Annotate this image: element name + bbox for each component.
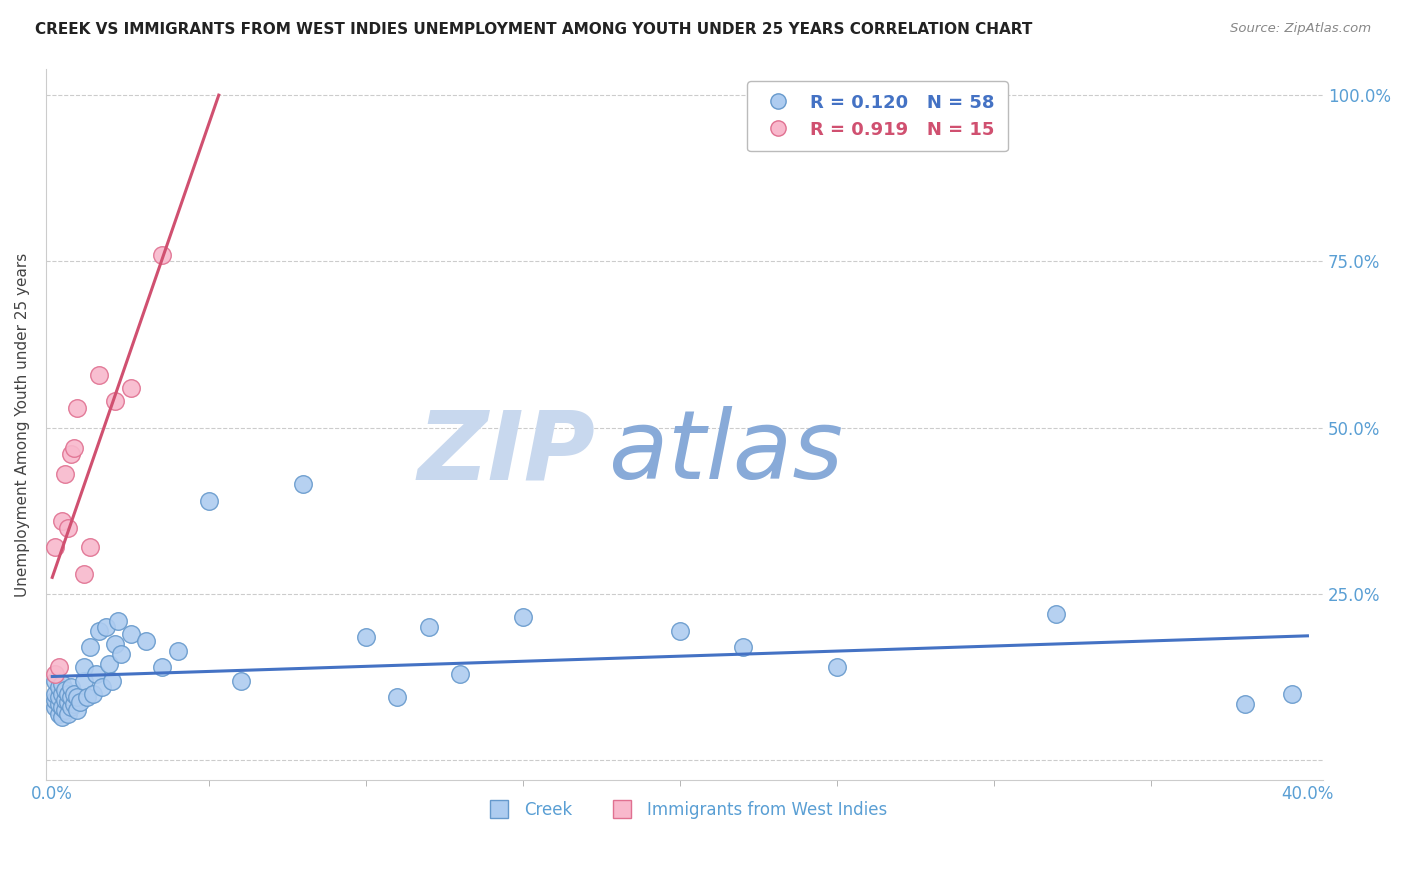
Y-axis label: Unemployment Among Youth under 25 years: Unemployment Among Youth under 25 years: [15, 252, 30, 597]
Point: [60, 680, 83, 694]
Point: [354, 630, 377, 644]
Point: [53, 683, 76, 698]
Point: [53, 467, 76, 482]
Point: [44, 541, 66, 555]
Point: [79, 640, 101, 655]
Point: [120, 627, 142, 641]
Point: [229, 673, 252, 688]
Text: atlas: atlas: [607, 407, 844, 500]
Point: [66, 690, 89, 705]
Point: [512, 610, 534, 624]
Text: CREEK VS IMMIGRANTS FROM WEST INDIES UNEMPLOYMENT AMONG YOUTH UNDER 25 YEARS COR: CREEK VS IMMIGRANTS FROM WEST INDIES UNE…: [35, 22, 1032, 37]
Point: [66, 703, 89, 717]
Point: [63, 697, 86, 711]
Point: [53, 693, 76, 707]
Point: [79, 541, 101, 555]
Point: [94, 620, 117, 634]
Point: [60, 447, 83, 461]
Point: [53, 703, 76, 717]
Point: [104, 637, 127, 651]
Point: [60, 700, 83, 714]
Text: Source: ZipAtlas.com: Source: ZipAtlas.com: [1230, 22, 1371, 36]
Point: [44, 673, 66, 688]
Point: [63, 687, 86, 701]
Point: [72, 660, 94, 674]
Point: [1281, 687, 1303, 701]
Point: [48, 697, 70, 711]
Point: [1233, 697, 1256, 711]
Point: [48, 680, 70, 694]
Point: [82, 687, 104, 701]
Point: [110, 647, 132, 661]
Point: [56, 687, 79, 701]
Point: [56, 695, 79, 709]
Point: [51, 677, 73, 691]
Legend: Creek, Immigrants from West Indies: Creek, Immigrants from West Indies: [475, 794, 894, 825]
Point: [89, 624, 111, 638]
Point: [120, 381, 142, 395]
Point: [44, 693, 66, 707]
Point: [135, 633, 157, 648]
Point: [69, 695, 91, 709]
Point: [51, 687, 73, 701]
Point: [449, 666, 471, 681]
Point: [44, 687, 66, 701]
Point: [51, 710, 73, 724]
Point: [84, 666, 107, 681]
Point: [48, 660, 70, 674]
Point: [669, 624, 692, 638]
Point: [56, 706, 79, 721]
Point: [104, 394, 127, 409]
Point: [51, 700, 73, 714]
Point: [731, 640, 754, 655]
Point: [66, 401, 89, 415]
Point: [48, 706, 70, 721]
Point: [166, 643, 188, 657]
Point: [51, 514, 73, 528]
Point: [89, 368, 111, 382]
Point: [198, 494, 221, 508]
Point: [150, 248, 173, 262]
Point: [63, 441, 86, 455]
Point: [97, 657, 120, 671]
Point: [44, 700, 66, 714]
Point: [418, 620, 440, 634]
Point: [56, 520, 79, 534]
Point: [48, 690, 70, 705]
Point: [60, 690, 83, 705]
Point: [825, 660, 848, 674]
Point: [76, 690, 98, 705]
Point: [44, 666, 66, 681]
Point: [101, 673, 124, 688]
Point: [72, 567, 94, 582]
Point: [107, 614, 129, 628]
Point: [1045, 607, 1067, 621]
Text: ZIP: ZIP: [418, 407, 595, 500]
Point: [292, 477, 315, 491]
Point: [387, 690, 409, 705]
Point: [72, 673, 94, 688]
Point: [150, 660, 173, 674]
Point: [91, 680, 114, 694]
